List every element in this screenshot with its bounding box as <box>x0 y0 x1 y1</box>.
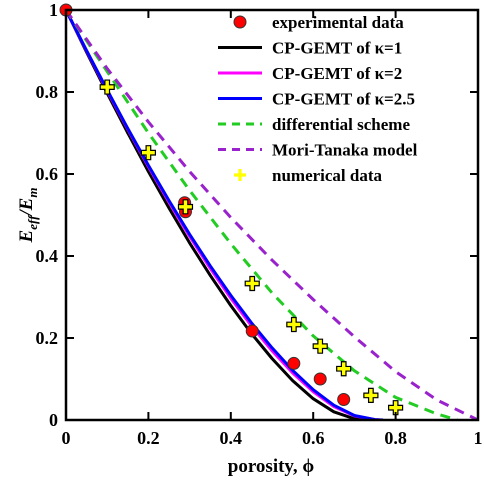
legend-label: numerical data <box>272 166 383 185</box>
legend-item-differential-scheme: differential scheme <box>218 115 410 134</box>
series-line-differential-scheme <box>66 10 458 420</box>
legend-label: experimental data <box>272 13 404 32</box>
legend-label: Mori-Tanaka model <box>272 141 418 160</box>
legend-item-numerical-data: numerical data <box>234 166 383 185</box>
x-tick-label: 1 <box>474 428 483 448</box>
numerical-point <box>286 316 302 333</box>
series-line-mori-tanaka-model <box>66 10 478 420</box>
numerical-point <box>177 199 194 215</box>
y-tick-label: 0.2 <box>36 328 59 348</box>
numerical-point <box>312 338 328 354</box>
x-tick-label: 0.6 <box>302 428 325 448</box>
numerical-point <box>140 145 156 161</box>
numerical-point <box>336 361 352 377</box>
legend-item-cp-gemt-of-2-5: CP-GEMT of κ=2.5 <box>218 90 415 109</box>
y-axis-label: Eeff/Em <box>16 188 40 244</box>
experimental-point <box>245 324 259 338</box>
x-tick-label: 0.4 <box>220 428 243 448</box>
legend: experimental data CP-GEMT of κ=1 CP-GEMT o… <box>218 13 418 185</box>
y-tick-label: 1 <box>49 0 58 20</box>
legend-item-experimental-data: experimental data <box>233 13 404 32</box>
legend-swatch <box>233 15 247 29</box>
tick-layer: 0 0.2 0.4 0.6 0.8 1 0 0.2 0.4 0.6 0.8 1 <box>36 0 483 448</box>
legend-swatch <box>234 169 246 181</box>
y-tick-label: 0.6 <box>36 164 59 184</box>
experimental-point <box>337 393 351 406</box>
legend-item-cp-gemt-of-1: CP-GEMT of κ=1 <box>218 39 402 58</box>
x-tick-label: 0.8 <box>384 428 407 448</box>
legend-label: CP-GEMT of κ=1 <box>272 39 402 58</box>
numerical-point <box>244 275 260 292</box>
y-tick-label: 0.8 <box>36 82 59 102</box>
numerical-point <box>363 387 379 403</box>
legend-label: CP-GEMT of κ=2 <box>272 64 402 83</box>
numerical-point <box>99 79 115 95</box>
legend-label: differential scheme <box>272 115 410 134</box>
x-axis-label: porosity, ϕ <box>228 456 315 477</box>
x-tick-label: 0 <box>62 428 71 448</box>
legend-item-cp-gemt-of-2: CP-GEMT of κ=2 <box>218 64 402 83</box>
y-tick-label: 0.4 <box>36 246 59 266</box>
legend-item-mori-tanaka-model: Mori-Tanaka model <box>218 141 418 160</box>
plot-frame <box>64 8 480 422</box>
experimental-point <box>287 356 301 370</box>
numerical-point <box>388 400 404 416</box>
marker-layer <box>59 3 404 416</box>
x-tick-label: 0.2 <box>137 428 160 448</box>
legend-label: CP-GEMT of κ=2.5 <box>272 90 415 109</box>
series-line-cp-gemt-of-2-5 <box>66 10 384 420</box>
series-layer <box>66 10 478 420</box>
experimental-point <box>313 372 327 386</box>
y-tick-label: 0 <box>49 410 58 430</box>
